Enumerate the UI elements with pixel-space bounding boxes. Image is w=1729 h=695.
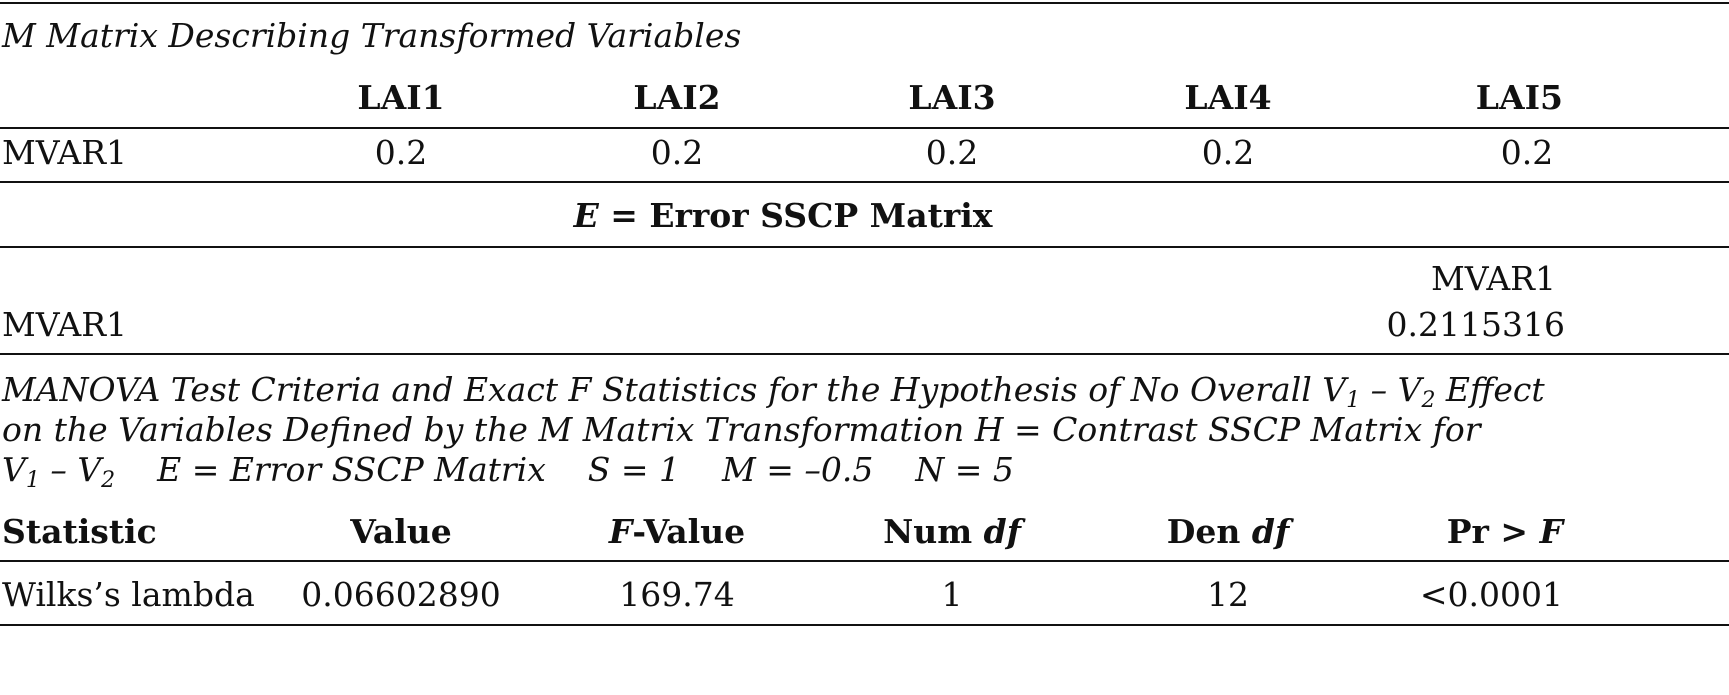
- manova-row-num-df: 1: [941, 575, 963, 614]
- manova-row-den-df: 12: [1207, 575, 1249, 614]
- e-title-rule: [0, 246, 1729, 248]
- manova-header-statistic: Statistic: [2, 512, 157, 551]
- m-cell-lai1: 0.2: [374, 133, 428, 172]
- manova-row-f-value: 169.74: [619, 575, 735, 614]
- m-header-rule: [0, 127, 1729, 129]
- m-col-header-lai2: LAI2: [633, 78, 721, 117]
- m-cell-lai2: 0.2: [650, 133, 704, 172]
- m-row-label: MVAR1: [2, 133, 128, 172]
- manova-header-num-df: Num df: [883, 512, 1021, 551]
- m-matrix-title: M Matrix Describing Transformed Variable…: [2, 16, 742, 55]
- top-rule: [0, 2, 1729, 4]
- manova-caption-line2: on the Variables Defined by the M Matrix…: [2, 410, 1481, 449]
- e-title-text: = Error SSCP Matrix: [598, 196, 993, 235]
- e-cell-value: 0.2115316: [1386, 305, 1565, 344]
- manova-header-rule: [0, 560, 1729, 562]
- manova-caption-line1: MANOVA Test Criteria and Exact F Statist…: [2, 370, 1545, 413]
- manova-header-den-df: Den df: [1166, 512, 1290, 551]
- e-row-label: MVAR1: [2, 305, 128, 344]
- manova-caption-line3: V1 – V2 E = Error SSCP Matrix S = 1 M = …: [2, 450, 1014, 493]
- m-cell-lai5: 0.2: [1500, 133, 1554, 172]
- m-bottom-rule: [0, 181, 1729, 183]
- manova-row-statistic: Wilks’s lambda: [2, 575, 255, 614]
- e-col-header: MVAR1: [1430, 259, 1556, 298]
- manova-header-pr: Pr > F: [1446, 512, 1563, 551]
- manova-header-value: Value: [350, 512, 452, 551]
- m-cell-lai3: 0.2: [925, 133, 979, 172]
- manova-header-f-value: F-Value: [608, 512, 746, 551]
- m-col-header-lai5: LAI5: [1475, 78, 1563, 117]
- bottom-rule: [0, 624, 1729, 626]
- m-col-header-lai4: LAI4: [1184, 78, 1272, 117]
- m-col-header-lai1: LAI1: [357, 78, 445, 117]
- m-cell-lai4: 0.2: [1201, 133, 1255, 172]
- e-bottom-rule: [0, 353, 1729, 355]
- m-col-header-lai3: LAI3: [908, 78, 996, 117]
- manova-row-pr: <0.0001: [1419, 575, 1563, 614]
- e-matrix-title: E = Error SSCP Matrix: [574, 196, 993, 236]
- e-symbol: E: [573, 196, 599, 235]
- manova-row-value: 0.06602890: [301, 575, 501, 614]
